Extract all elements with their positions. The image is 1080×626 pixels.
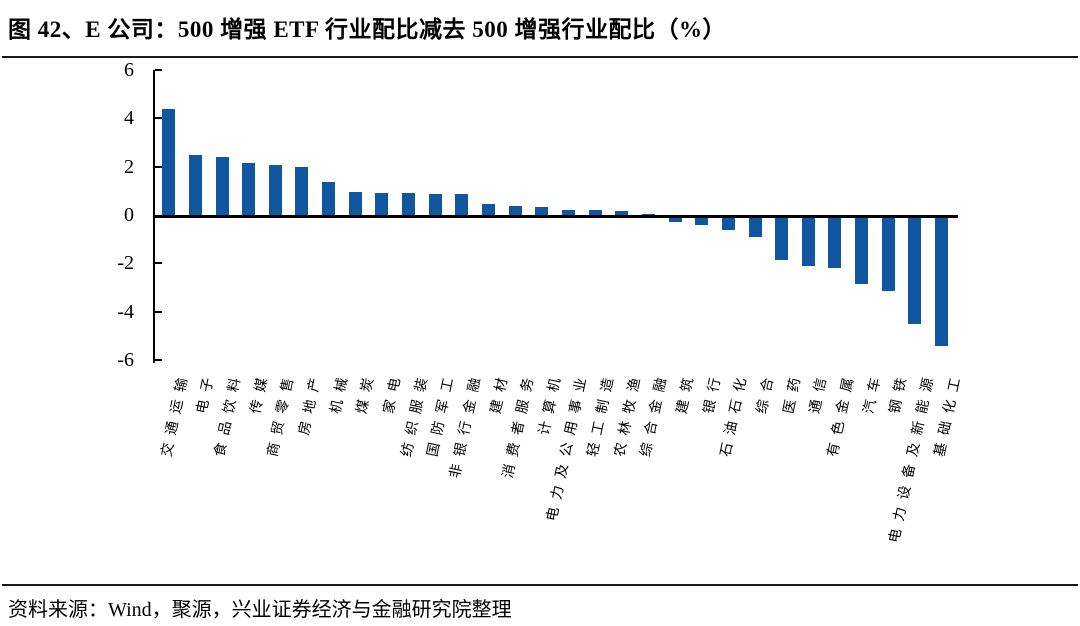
y-axis-tick-label: 4 — [124, 107, 134, 130]
bar — [668, 217, 682, 223]
bar — [881, 217, 895, 292]
x-axis-category-label-text: 石油石化 — [719, 369, 753, 459]
x-axis-category-label-text: 基础化工 — [932, 369, 966, 459]
y-axis-tick — [155, 117, 162, 120]
x-axis-category-label-text: 建筑 — [674, 369, 699, 416]
y-axis-tick — [155, 310, 162, 313]
y-axis-tick-label: -2 — [117, 252, 134, 275]
bar — [935, 217, 949, 346]
x-axis-category-label-text: 计算机 — [537, 369, 566, 437]
x-axis-category-label-text: 商贸零售 — [266, 369, 299, 459]
y-axis-tick-label: 0 — [124, 204, 134, 226]
x-axis-category-label-text: 汽车 — [861, 369, 886, 416]
x-axis-category-label-text: 传媒 — [248, 369, 273, 416]
y-axis-tick-label: 2 — [124, 155, 134, 178]
x-axis-category-label-text: 家电 — [381, 369, 406, 416]
y-axis-tick — [155, 165, 162, 168]
x-axis-category-label-text: 煤炭 — [355, 369, 379, 416]
title-divider — [2, 56, 1078, 58]
bar — [482, 204, 495, 215]
x-axis-category-label-text: 综合金融 — [639, 369, 673, 459]
source-note: 资料来源：Wind，聚源，兴业证券经济与金融研究院整理 — [8, 599, 512, 621]
y-axis-tick — [155, 68, 162, 71]
bar — [908, 217, 922, 324]
x-axis-category-label-text: 建材 — [488, 369, 513, 416]
y-axis-tick-label: -4 — [117, 300, 134, 323]
bar — [828, 217, 842, 269]
bar — [535, 206, 549, 215]
y-axis-tick — [155, 262, 162, 265]
y-axis-tick — [155, 359, 162, 362]
bar — [402, 193, 416, 215]
bar — [348, 192, 362, 215]
figure-title: 图 42、E 公司：500 增强 ETF 行业配比减去 500 增强行业配比（%… — [8, 17, 726, 42]
bar — [775, 217, 789, 260]
bar — [242, 163, 256, 215]
x-axis-category-label-text: 有色金属 — [825, 369, 859, 459]
x-axis-category-label-text: 综合 — [754, 369, 779, 416]
bar — [855, 217, 869, 284]
bar — [508, 205, 522, 215]
x-axis-category-label-text: 交通运输 — [159, 369, 193, 459]
bar — [215, 156, 229, 215]
x-axis-category-label-text: 机械 — [328, 369, 353, 416]
x-axis-line — [153, 215, 958, 218]
x-axis-category-label-text: 银行 — [701, 369, 726, 416]
bar — [375, 193, 389, 215]
bar — [188, 154, 202, 215]
bar — [428, 193, 442, 215]
footer-divider — [2, 584, 1078, 586]
bar — [268, 165, 282, 215]
bar — [641, 213, 655, 215]
bar — [322, 182, 336, 215]
bar — [615, 211, 629, 215]
x-axis-category-label-text: 房地产 — [297, 369, 326, 437]
bar — [295, 166, 309, 215]
x-axis-category-label-text: 通信 — [808, 369, 832, 416]
bar — [721, 217, 735, 230]
y-axis-tick-label: -6 — [117, 349, 134, 372]
bar — [561, 210, 575, 215]
x-axis-category-label-text: 电子 — [195, 369, 220, 416]
bar — [801, 217, 815, 266]
bar — [588, 210, 602, 215]
x-axis-category-label-text: 食品饮料 — [212, 369, 246, 459]
bar — [748, 217, 762, 237]
y-axis-tick-label: 6 — [124, 58, 134, 81]
x-axis-category-label-text: 钢铁 — [888, 369, 912, 416]
bar — [455, 194, 469, 215]
x-axis-category-label-text: 医药 — [781, 369, 806, 416]
bar — [162, 108, 176, 215]
bar — [695, 217, 709, 225]
